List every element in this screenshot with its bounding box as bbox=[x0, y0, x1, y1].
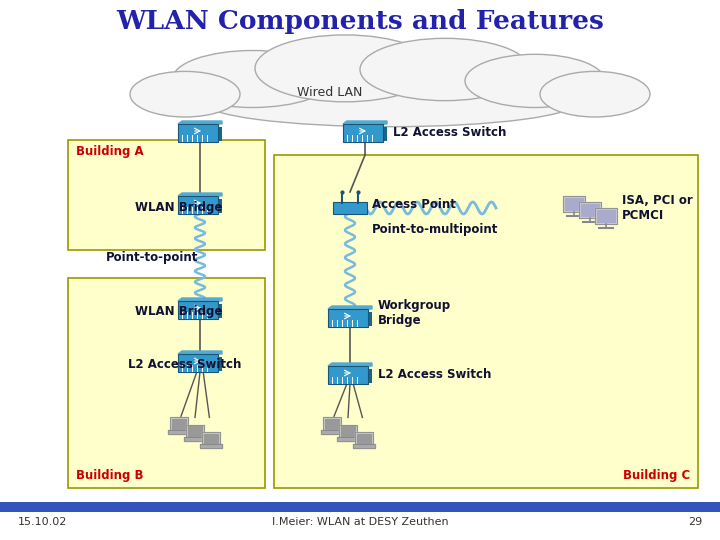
Polygon shape bbox=[168, 430, 189, 434]
Polygon shape bbox=[328, 306, 372, 309]
Text: Building C: Building C bbox=[623, 469, 690, 483]
Polygon shape bbox=[178, 193, 222, 196]
Polygon shape bbox=[171, 419, 186, 429]
Polygon shape bbox=[597, 210, 615, 222]
Polygon shape bbox=[337, 437, 359, 441]
Polygon shape bbox=[581, 204, 599, 216]
Polygon shape bbox=[321, 430, 343, 434]
Text: Building B: Building B bbox=[76, 469, 143, 483]
Polygon shape bbox=[202, 432, 220, 444]
FancyBboxPatch shape bbox=[328, 366, 368, 384]
Polygon shape bbox=[328, 363, 372, 366]
Text: ISA, PCI or
PCMCI: ISA, PCI or PCMCI bbox=[622, 194, 693, 222]
Text: Point-to-multipoint: Point-to-multipoint bbox=[372, 224, 498, 237]
Bar bbox=[274, 155, 698, 488]
FancyBboxPatch shape bbox=[368, 312, 372, 326]
Text: Wired LAN: Wired LAN bbox=[297, 86, 363, 99]
Text: L2 Access Switch: L2 Access Switch bbox=[378, 368, 491, 381]
Text: WLAN Components and Features: WLAN Components and Features bbox=[116, 10, 604, 35]
Polygon shape bbox=[595, 208, 617, 224]
Polygon shape bbox=[325, 419, 339, 429]
Polygon shape bbox=[339, 424, 357, 437]
FancyBboxPatch shape bbox=[178, 124, 218, 142]
FancyBboxPatch shape bbox=[218, 199, 222, 213]
Text: WLAN Bridge: WLAN Bridge bbox=[135, 306, 222, 319]
Polygon shape bbox=[170, 417, 188, 430]
Polygon shape bbox=[565, 198, 583, 210]
Text: L2 Access Switch: L2 Access Switch bbox=[393, 126, 506, 139]
FancyBboxPatch shape bbox=[178, 301, 218, 319]
Text: WLAN Bridge: WLAN Bridge bbox=[135, 200, 222, 213]
Polygon shape bbox=[184, 437, 206, 441]
Polygon shape bbox=[563, 196, 585, 212]
Polygon shape bbox=[188, 427, 202, 436]
Polygon shape bbox=[357, 434, 372, 443]
Text: 15.10.02: 15.10.02 bbox=[18, 517, 68, 527]
Text: Building A: Building A bbox=[76, 145, 143, 159]
Polygon shape bbox=[178, 298, 222, 301]
Bar bbox=[0, 502, 720, 512]
Text: 29: 29 bbox=[688, 517, 702, 527]
FancyBboxPatch shape bbox=[178, 354, 218, 372]
Bar bbox=[68, 140, 265, 250]
Polygon shape bbox=[200, 444, 222, 448]
Polygon shape bbox=[178, 121, 222, 124]
Text: L2 Access Switch: L2 Access Switch bbox=[128, 359, 241, 372]
Ellipse shape bbox=[360, 38, 530, 100]
FancyBboxPatch shape bbox=[218, 304, 222, 318]
FancyBboxPatch shape bbox=[218, 357, 222, 371]
FancyBboxPatch shape bbox=[218, 127, 222, 141]
Ellipse shape bbox=[540, 71, 650, 117]
Bar bbox=[68, 278, 265, 488]
Polygon shape bbox=[579, 202, 601, 218]
Polygon shape bbox=[204, 434, 218, 443]
Ellipse shape bbox=[465, 55, 605, 107]
Ellipse shape bbox=[130, 71, 240, 117]
Polygon shape bbox=[186, 424, 204, 437]
Text: Workgroup
Bridge: Workgroup Bridge bbox=[378, 299, 451, 327]
Polygon shape bbox=[354, 444, 375, 448]
Text: I.Meier: WLAN at DESY Zeuthen: I.Meier: WLAN at DESY Zeuthen bbox=[271, 517, 449, 527]
FancyBboxPatch shape bbox=[368, 369, 372, 383]
FancyBboxPatch shape bbox=[328, 309, 368, 327]
FancyBboxPatch shape bbox=[383, 127, 387, 141]
Text: Access Point: Access Point bbox=[372, 198, 456, 211]
Polygon shape bbox=[355, 432, 373, 444]
Polygon shape bbox=[343, 121, 387, 124]
Ellipse shape bbox=[173, 51, 333, 107]
Polygon shape bbox=[178, 351, 222, 354]
Polygon shape bbox=[323, 417, 341, 430]
Ellipse shape bbox=[255, 35, 435, 102]
Text: Point-to-point: Point-to-point bbox=[106, 251, 198, 264]
FancyBboxPatch shape bbox=[333, 202, 367, 214]
Polygon shape bbox=[341, 427, 355, 436]
FancyBboxPatch shape bbox=[178, 196, 218, 214]
Ellipse shape bbox=[202, 77, 577, 127]
FancyBboxPatch shape bbox=[343, 124, 383, 142]
